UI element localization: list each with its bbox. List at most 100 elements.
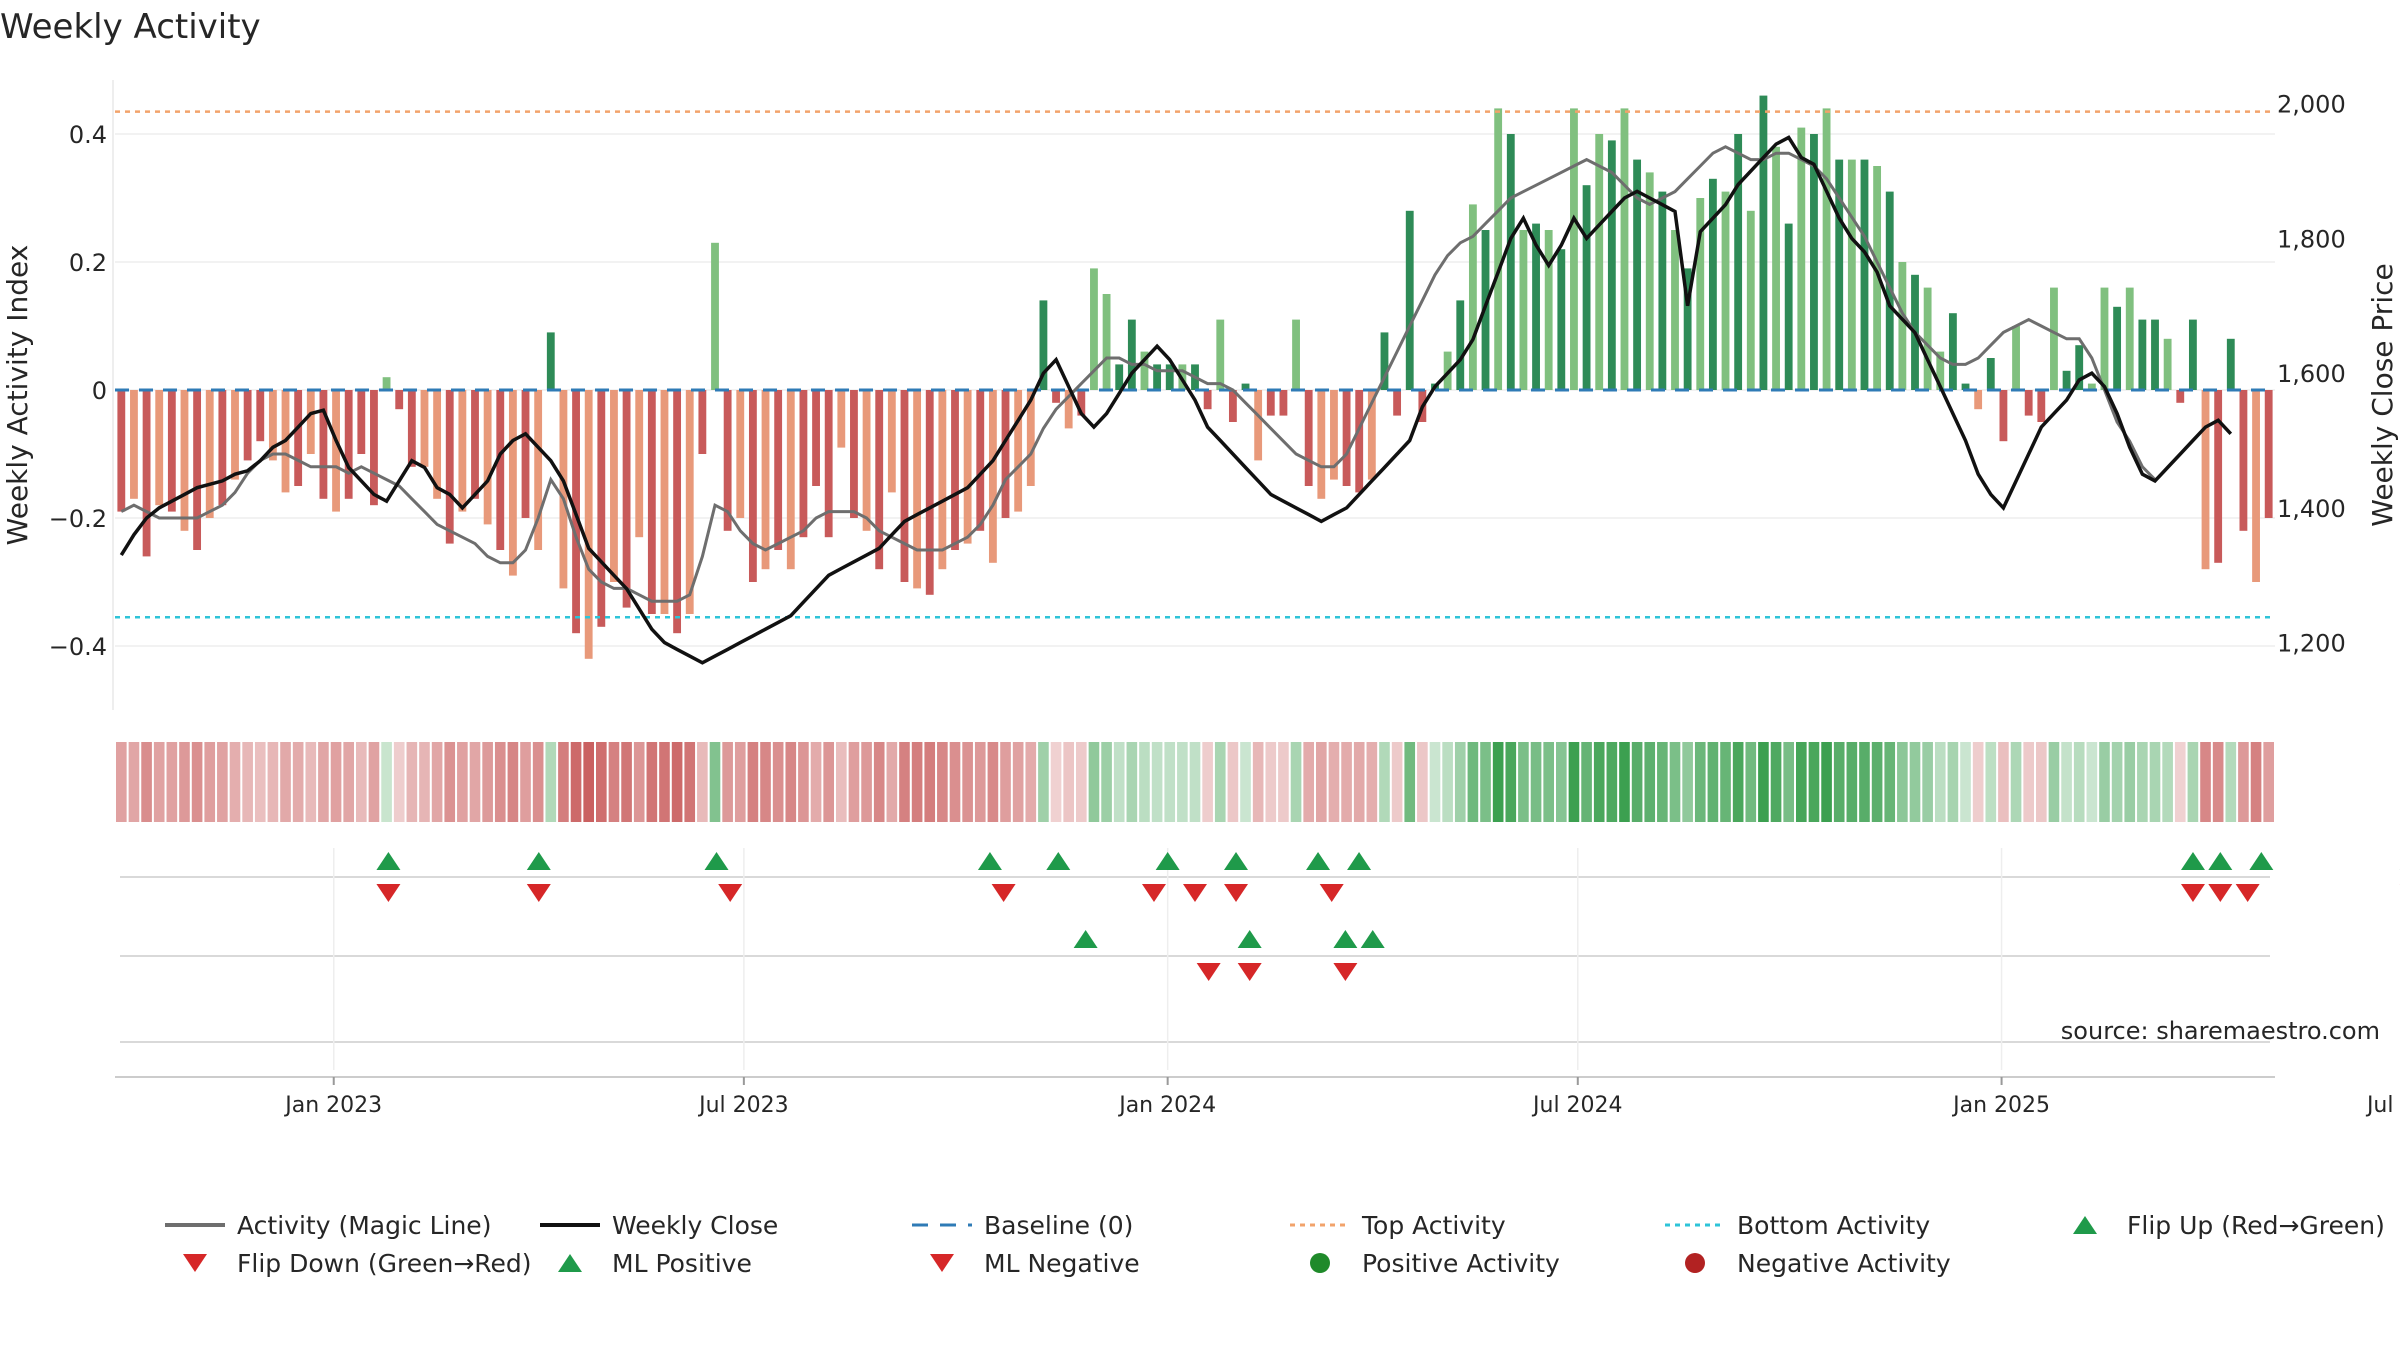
activity-bar <box>1986 358 1995 390</box>
legend: Activity (Magic Line) Weekly Close Baselin… <box>165 1211 2385 1278</box>
activity-bar <box>1847 159 1856 390</box>
y-tick-left-label: −0.4 <box>49 633 107 661</box>
activity-bar <box>622 390 631 608</box>
heat-cell <box>1669 742 1681 822</box>
heat-cell <box>2200 742 2211 822</box>
heat-cell <box>1038 742 1049 822</box>
y-tick-left-label: 0 <box>92 377 107 405</box>
activity-bar <box>2226 338 2235 390</box>
flip-down-marker <box>2180 884 2205 902</box>
activity-bar <box>2252 390 2260 582</box>
activity-bar <box>1216 319 1225 390</box>
heat-cell <box>1871 742 1883 822</box>
heat-cell <box>861 742 872 822</box>
legend-item: Weekly Close <box>540 1211 778 1240</box>
heat-cell <box>1796 742 1807 822</box>
activity-bar <box>1835 159 1844 390</box>
heat-cell <box>583 742 594 822</box>
heat-cell <box>1897 742 1908 822</box>
heat-cell <box>1025 742 1037 822</box>
flip-down-marker <box>376 884 401 902</box>
heat-cell <box>760 742 771 822</box>
heat-cell <box>987 742 999 822</box>
activity-bar <box>155 390 164 506</box>
activity-bar <box>1570 108 1578 391</box>
activity-bar <box>1127 319 1136 390</box>
flip-up-marker <box>2180 852 2205 870</box>
y-tick-left-label: −0.2 <box>49 505 107 533</box>
flip-up-marker <box>526 852 551 870</box>
activity-bar <box>1557 249 1566 390</box>
activity-bar <box>306 390 315 454</box>
heat-cell <box>1770 742 1782 822</box>
activity-bar <box>850 390 858 518</box>
activity-bar <box>862 390 871 531</box>
flip-up-marker <box>704 852 729 870</box>
activity-bar <box>1759 95 1768 390</box>
heat-cell <box>2149 742 2161 822</box>
heat-cell <box>280 742 291 822</box>
flip-up-marker <box>2208 852 2233 870</box>
heat-cell <box>974 742 986 822</box>
activity-bar <box>2239 390 2248 531</box>
heat-cell <box>330 742 342 822</box>
heat-cell <box>2086 742 2098 822</box>
heat-cell <box>1164 742 1176 822</box>
activity-bar <box>319 390 328 499</box>
activity-bar <box>193 390 202 550</box>
activity-bar <box>1923 287 1932 390</box>
heat-cell <box>1050 742 1062 822</box>
heat-cell <box>798 742 809 822</box>
y-tick-right-label: 1,800 <box>2277 225 2346 253</box>
heat-cell <box>2010 742 2022 822</box>
activity-bar <box>1380 332 1389 390</box>
activity-bar <box>685 390 694 614</box>
activity-bar <box>925 390 934 595</box>
activity-bar <box>1961 383 1970 390</box>
heat-cell <box>1480 742 1491 822</box>
chart-title: Weekly Activity <box>0 7 261 47</box>
legend-item: ML Positive <box>558 1249 752 1278</box>
activity-bar <box>445 390 454 544</box>
heat-cell <box>457 742 468 822</box>
flip-down-marker <box>1183 884 1207 902</box>
activity-bar <box>786 390 795 570</box>
heat-cell <box>545 742 557 822</box>
legend-item: Flip Up (Red→Green) <box>2073 1211 2385 1240</box>
activity-bar <box>2163 338 2172 390</box>
activity-bar <box>2075 345 2084 390</box>
heat-cell <box>1328 742 1340 822</box>
heat-cell <box>1353 742 1365 822</box>
heat-cell <box>267 742 279 822</box>
heat-cell <box>166 742 178 822</box>
heat-cell <box>2187 742 2199 822</box>
activity-bar <box>1367 390 1376 480</box>
activity-bar <box>824 390 833 538</box>
activity-bar <box>1671 230 1679 390</box>
heat-cell <box>1985 742 1997 822</box>
activity-bar <box>2264 390 2273 518</box>
legend-swatch-triangle-down <box>183 1254 207 1272</box>
activity-bar <box>2138 319 2147 390</box>
heat-cell <box>1417 742 1428 822</box>
activity-bar <box>1001 390 1010 518</box>
heat-cell <box>2212 742 2224 822</box>
activity-bar <box>256 390 265 442</box>
heat-cell <box>1189 742 1201 822</box>
activity-bar <box>1064 390 1073 429</box>
heat-cell <box>596 742 607 822</box>
activity-bar <box>2188 319 2197 390</box>
flip-up-marker <box>1155 852 1180 870</box>
heat-cell <box>1707 742 1719 822</box>
heat-cell <box>911 742 923 822</box>
activity-bar <box>407 390 416 467</box>
heat-cell <box>520 742 531 822</box>
heat-cell <box>1076 742 1087 822</box>
heat-cell <box>899 742 910 822</box>
activity-bar <box>1532 223 1540 390</box>
heat-cell <box>621 742 632 822</box>
heat-cell <box>1227 742 1239 822</box>
activity-bar <box>1330 390 1338 480</box>
heat-cell <box>532 742 544 822</box>
legend-swatch-circle <box>1685 1253 1705 1273</box>
